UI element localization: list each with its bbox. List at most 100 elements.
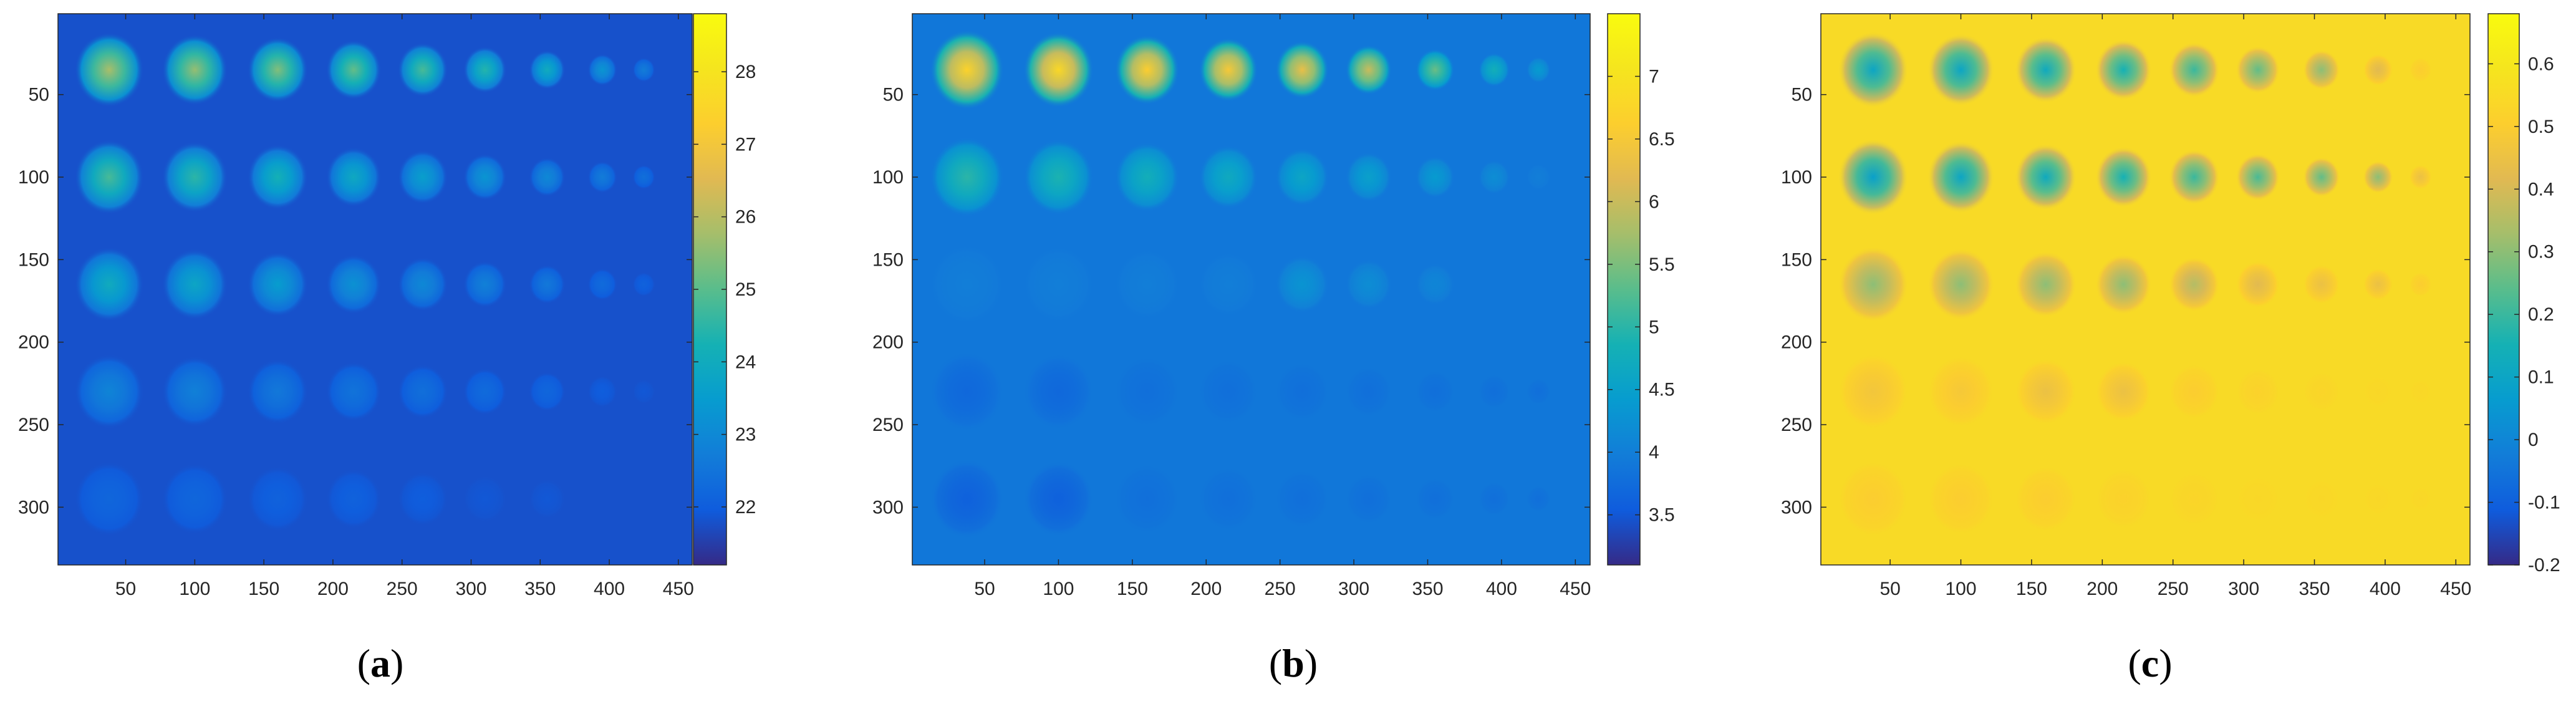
colorbar-tick-label: 0.5 — [2528, 117, 2554, 137]
y-tick-label: 250 — [872, 415, 904, 435]
spot-grid — [74, 32, 655, 536]
x-tick-label: 100 — [179, 579, 210, 599]
colorbar-scale — [2487, 13, 2520, 566]
spot-r3-c6 — [2236, 260, 2280, 309]
x-tick-label: 150 — [2016, 579, 2047, 599]
spot-r2-c2 — [1023, 139, 1094, 215]
panel-label: (c) — [2128, 641, 2172, 685]
spot-r3-c6 — [463, 261, 507, 308]
spot-r5-c9 — [2409, 486, 2433, 512]
axes-box — [912, 13, 1591, 566]
colorbar-tick-label: -0.1 — [2528, 493, 2560, 513]
spot-r1-c7 — [1416, 49, 1455, 91]
x-tick-label: 400 — [1486, 579, 1517, 599]
x-tick-label: 50 — [974, 579, 995, 599]
spot-r3-c7 — [2303, 264, 2340, 305]
heatmap-panel-b: 50 100 150 200 250 300 350 400 450 50 100 150 200 250… — [872, 13, 1591, 599]
y-tick-label: 250 — [1781, 415, 1812, 435]
y-tick-label: 50 — [883, 85, 904, 105]
spot-r5-c3 — [2014, 465, 2077, 533]
colorbar-tick-label: 4 — [1649, 442, 1659, 463]
x-tick-label: 400 — [594, 579, 625, 599]
x-tick-label: 450 — [1560, 579, 1591, 599]
spot-r2-c1 — [930, 137, 1004, 217]
spot-r5-c5 — [2168, 471, 2220, 527]
spot-r5-c1 — [930, 459, 1004, 539]
spot-r3-c2 — [1023, 246, 1094, 322]
spot-r1-c7 — [2303, 49, 2340, 90]
spot-r1-c8 — [1478, 52, 1510, 87]
heatmap-panel-a: 50 100 150 200 250 300 350 400 450 50 100 150 200 250… — [18, 13, 694, 599]
spot-r2-c5 — [1275, 148, 1329, 206]
colorbar-tick-label: 22 — [735, 497, 756, 518]
spot-r4-c4 — [1199, 359, 1258, 424]
spot-r1-c4 — [1199, 37, 1258, 102]
spot-r5-c3 — [1114, 464, 1180, 534]
y-tick-label: 100 — [872, 167, 904, 188]
x-tick-label: 300 — [455, 579, 486, 599]
spot-r3-c5 — [397, 257, 448, 312]
colorbar-tick-label: -0.2 — [2528, 555, 2560, 576]
spot-r3-c1 — [930, 244, 1004, 325]
y-tick-label: 50 — [29, 85, 49, 105]
spot-r2-c8 — [2363, 160, 2393, 194]
axes-box — [57, 13, 693, 566]
spot-r3-c1 — [1838, 246, 1909, 323]
colorbar-tick-label: 23 — [735, 425, 756, 445]
spot-r2-c4 — [1199, 145, 1258, 210]
spot-r2-c3 — [2014, 143, 2077, 211]
x-tick-label: 250 — [1265, 579, 1296, 599]
spot-r5-c7 — [1416, 478, 1455, 520]
spot-r2-c7 — [529, 157, 566, 197]
spot-r2-c4 — [2095, 147, 2152, 208]
colorbar-a: 22 23 24 25 26 27 28 — [693, 13, 756, 566]
spot-r4-c5 — [397, 364, 448, 419]
colorbar-tick-label: 4.5 — [1649, 380, 1675, 400]
y-tick-label: 150 — [1781, 249, 1812, 270]
spot-r3-c3 — [247, 251, 308, 317]
y-tick-label: 300 — [872, 497, 904, 518]
spot-r5-c2 — [162, 463, 228, 534]
spot-r4-c6 — [1345, 367, 1392, 417]
spot-grid — [930, 30, 1551, 539]
spot-r5-c3 — [247, 466, 308, 532]
spot-r5-c4 — [1199, 466, 1258, 531]
colorbar-tick-label: 0.1 — [2528, 367, 2554, 388]
colorbar-tick-label: 0.3 — [2528, 242, 2554, 263]
spot-r4-c9 — [2409, 379, 2433, 404]
spot-r2-c9 — [2409, 165, 2433, 190]
spot-r3-c9 — [632, 272, 655, 297]
spot-r1-c8 — [587, 54, 617, 86]
spot-r1-c9 — [2409, 57, 2433, 82]
x-tick-label: 350 — [2299, 579, 2330, 599]
spot-r4-c1 — [930, 352, 1004, 432]
spot-r5-c4 — [2095, 468, 2152, 530]
spot-r1-c1 — [930, 30, 1004, 110]
spot-r3-c3 — [2014, 251, 2077, 318]
x-tick-label: 250 — [387, 579, 418, 599]
colorbar-tick-label: 0.2 — [2528, 304, 2554, 325]
spot-r3-c7 — [1416, 263, 1455, 306]
spot-r3-c2 — [1927, 248, 1995, 321]
colorbar-tick-label: 25 — [735, 279, 756, 300]
x-tick-label: 100 — [1043, 579, 1074, 599]
spot-r4-c2 — [1023, 354, 1094, 430]
colorbar-scale — [1607, 13, 1641, 566]
spot-r5-c6 — [2236, 475, 2280, 523]
spot-r1-c3 — [247, 37, 308, 103]
colorbar-tick-label: 0.6 — [2528, 54, 2554, 74]
panel-label: (a) — [357, 641, 404, 685]
spot-r3-c4 — [1199, 252, 1258, 317]
spot-r3-c4 — [2095, 254, 2152, 316]
colorbar-tick-label: 3.5 — [1649, 505, 1675, 526]
spot-grid — [1838, 31, 2433, 538]
y-tick-label: 300 — [18, 497, 49, 518]
spot-r4-c2 — [1927, 355, 1995, 428]
spot-r2-c7 — [2303, 157, 2340, 198]
y-tick-label: 200 — [1781, 332, 1812, 353]
spot-r1-c2 — [1023, 32, 1094, 108]
spot-r1-c1 — [74, 32, 144, 107]
spot-r5-c8 — [2363, 483, 2393, 516]
panel-label: (b) — [1269, 641, 1318, 685]
